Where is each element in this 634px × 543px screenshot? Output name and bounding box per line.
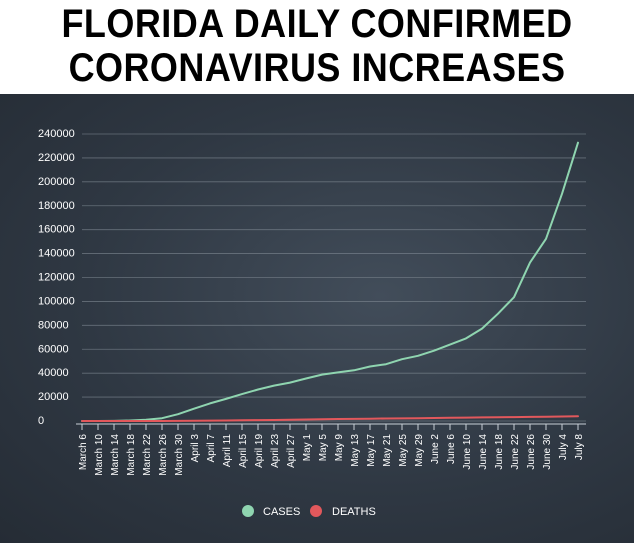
x-tick-label: June 18 <box>494 434 505 470</box>
title-line-2: CORONAVIRUS INCREASES <box>68 46 566 90</box>
x-tick-label: March 14 <box>110 434 121 476</box>
y-tick-label: 140000 <box>38 248 75 260</box>
x-tick-label: March 26 <box>158 434 169 476</box>
x-tick-label: April 11 <box>222 434 233 468</box>
x-tick-label: May 21 <box>382 434 393 467</box>
grid-lines <box>82 133 586 422</box>
y-tick-label: 60000 <box>38 343 69 355</box>
legend-cases-swatch <box>242 505 254 517</box>
x-tick-label: March 22 <box>142 434 153 476</box>
y-tick-label: 40000 <box>38 367 69 379</box>
legend-cases-label: CASES <box>263 506 300 518</box>
y-tick-label: 120000 <box>38 272 75 284</box>
x-tick-label: June 10 <box>462 434 473 470</box>
y-tick-label: 180000 <box>38 200 75 212</box>
x-tick-label: July 4 <box>558 434 569 461</box>
x-tick-label: May 13 <box>350 434 361 467</box>
x-tick-label: May 5 <box>318 434 329 462</box>
legend-deaths-label: DEATHS <box>332 506 376 518</box>
x-tick-label: March 18 <box>126 434 137 476</box>
x-tick-label: May 1 <box>302 434 313 462</box>
x-axis: March 6 March 10 March 14 March 18 March 22 M… <box>76 423 586 476</box>
x-tick-label: April 27 <box>286 434 297 468</box>
x-tick-label: May 25 <box>398 434 409 467</box>
x-tick-label: April 3 <box>190 434 201 463</box>
x-tick-label: June 26 <box>526 434 537 470</box>
x-tick-label: March 30 <box>174 434 185 476</box>
x-tick-label: June 22 <box>510 434 521 470</box>
x-tick-label: April 23 <box>270 434 281 468</box>
x-tick-label: March 10 <box>94 434 105 476</box>
x-tick-label: May 17 <box>366 434 377 467</box>
y-tick-label: 220000 <box>38 152 75 164</box>
x-tick-label: April 7 <box>206 434 217 463</box>
y-tick-label: 100000 <box>38 295 75 307</box>
y-tick-label: 20000 <box>38 391 69 403</box>
line-chart: 0 20000 40000 60000 80000 100000 120000 140000 1… <box>38 128 586 518</box>
y-tick-label: 200000 <box>38 176 75 188</box>
x-tick-label: May 29 <box>414 434 425 467</box>
x-tick-label: April 15 <box>238 434 249 468</box>
x-tick-label: May 9 <box>334 434 345 462</box>
y-tick-label: 240000 <box>38 128 75 140</box>
series-line-deaths <box>81 415 579 422</box>
y-tick-label: 80000 <box>38 319 69 331</box>
title-banner: FLORIDA DAILY CONFIRMED CORONAVIRUS INCR… <box>0 0 634 94</box>
title-line-1: FLORIDA DAILY CONFIRMED <box>61 2 573 46</box>
x-tick-label: April 19 <box>254 434 265 468</box>
y-tick-label: 160000 <box>38 224 75 236</box>
series-line-cases <box>81 141 579 422</box>
chart-panel: 0 20000 40000 60000 80000 100000 120000 140000 1… <box>0 94 634 543</box>
y-axis: 0 20000 40000 60000 80000 100000 120000 140000 1… <box>38 128 75 427</box>
series-lines <box>81 141 579 422</box>
x-tick-label: July 8 <box>574 434 585 461</box>
legend: CASES DEATHS <box>242 505 376 518</box>
y-tick-label: 0 <box>38 415 44 427</box>
x-tick-label: March 6 <box>78 434 89 471</box>
x-tick-label: June 2 <box>430 434 441 464</box>
x-tick-label: June 30 <box>542 434 553 470</box>
x-tick-label: June 6 <box>446 434 457 464</box>
legend-deaths-swatch <box>310 505 322 517</box>
x-tick-label: June 14 <box>478 434 489 470</box>
